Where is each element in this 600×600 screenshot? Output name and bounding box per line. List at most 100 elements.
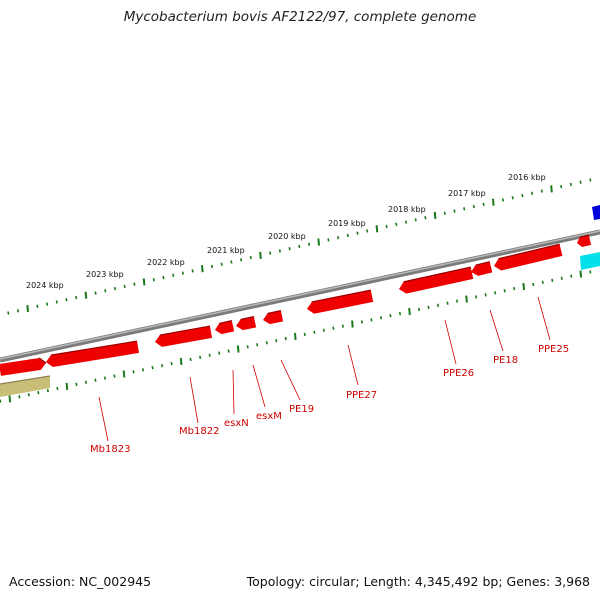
inner-tick [160,363,164,368]
outer-tick [375,225,379,233]
inner-tick [303,332,306,337]
outer-tick [433,211,437,220]
genome-backbone [0,229,600,363]
map-title: Mycobacterium bovis AF2122/97, complete … [123,9,477,25]
outer-tick-ring [7,178,592,315]
inner-tick [65,382,69,391]
outer-tick [569,182,572,187]
outer-tick [181,271,184,275]
inner-tick [351,320,354,328]
gene-mb1822 [155,325,213,347]
outer-tick [327,238,330,242]
label-connector [189,376,199,424]
outer-tick [249,255,252,260]
outer-tick [172,273,175,277]
outer-tick [113,286,117,291]
inner-tick [589,270,592,274]
outer-tick [404,220,408,224]
gene-blue [592,205,600,220]
inner-tick [513,286,516,291]
inner-tick [94,378,97,382]
outer-tick [259,251,262,259]
outer-tick [385,224,388,229]
inner-tick [322,328,325,332]
gene-label: esxN [224,418,249,429]
inner-tick [360,320,363,324]
inner-tick [256,343,259,347]
outer-tick [46,302,49,306]
inner-tick [398,311,402,316]
inner-tick [218,351,221,355]
kbp-label: 2016 kbp [508,173,546,182]
kbp-label: 2019 kbp [328,219,366,228]
inner-tick [446,301,449,305]
inner-tick [246,345,249,349]
outer-tick [142,278,146,286]
label-connector [280,359,301,401]
label-connector [252,364,266,408]
outer-tick [55,300,58,304]
inner-tick [417,307,421,312]
outer-tick [104,289,107,293]
gene-label: PE18 [493,355,518,366]
inner-tick [84,380,88,384]
kbp-label: 2022 kbp [147,258,185,267]
label-connector [489,309,504,352]
outer-tick [579,180,582,184]
inner-tick [208,353,211,357]
genome-backbone-highlight [0,230,600,360]
outer-tick [269,251,272,255]
gene-label: Mb1823 [90,444,130,455]
outer-tick [443,211,446,215]
outer-tick [550,185,553,193]
gene-arrow [577,234,592,247]
outer-tick [94,291,97,295]
outer-tick [75,295,78,300]
inner-tick [179,357,183,366]
gene-pe18 [471,261,493,276]
inner-tick [75,382,78,387]
label-connector [98,396,109,442]
inner-tick [484,293,487,297]
kbp-label: 2017 kbp [448,189,486,198]
gene-esxn [215,320,235,335]
label-connector [232,369,235,415]
gene-label: PE19 [289,404,314,415]
gene-label: PPE26 [443,368,474,379]
inner-tick [313,330,316,334]
gene-mb1823 [46,340,139,367]
inner-tick [332,326,335,330]
inner-tick [170,361,173,366]
outer-tick [220,262,223,266]
outer-tick [346,233,349,238]
outer-tick [501,198,505,202]
outer-tick [492,198,495,206]
outer-tick [482,202,485,207]
gene-track [0,205,600,397]
outer-tick [521,193,524,198]
inner-tick [294,332,297,341]
gene-label: PPE27 [346,390,377,401]
inner-tick [494,291,497,295]
gene-label: esxM [256,411,282,422]
inner-tick [56,386,59,391]
inner-tick [427,305,430,310]
outer-tick [307,242,311,246]
label-connector [537,296,551,341]
gene-cyan [580,252,600,270]
gene-esxm [236,316,257,331]
inner-tick [199,355,202,359]
outer-tick [356,231,359,235]
label-connectors [98,296,551,442]
kbp-label: 2023 kbp [86,270,124,279]
outer-tick [540,189,543,193]
outer-tick [16,309,20,313]
outer-tick [36,304,39,309]
inner-tick [227,349,230,353]
gene-ppe26 [399,266,474,294]
inner-tick [37,391,40,395]
outer-tick [201,265,204,273]
outer-tick [453,209,456,213]
outer-tick [463,207,466,211]
kbp-label-group: 2024 kbp 2023 kbp 2022 kbp 2021 kbp 2020 kbp… [26,173,546,290]
